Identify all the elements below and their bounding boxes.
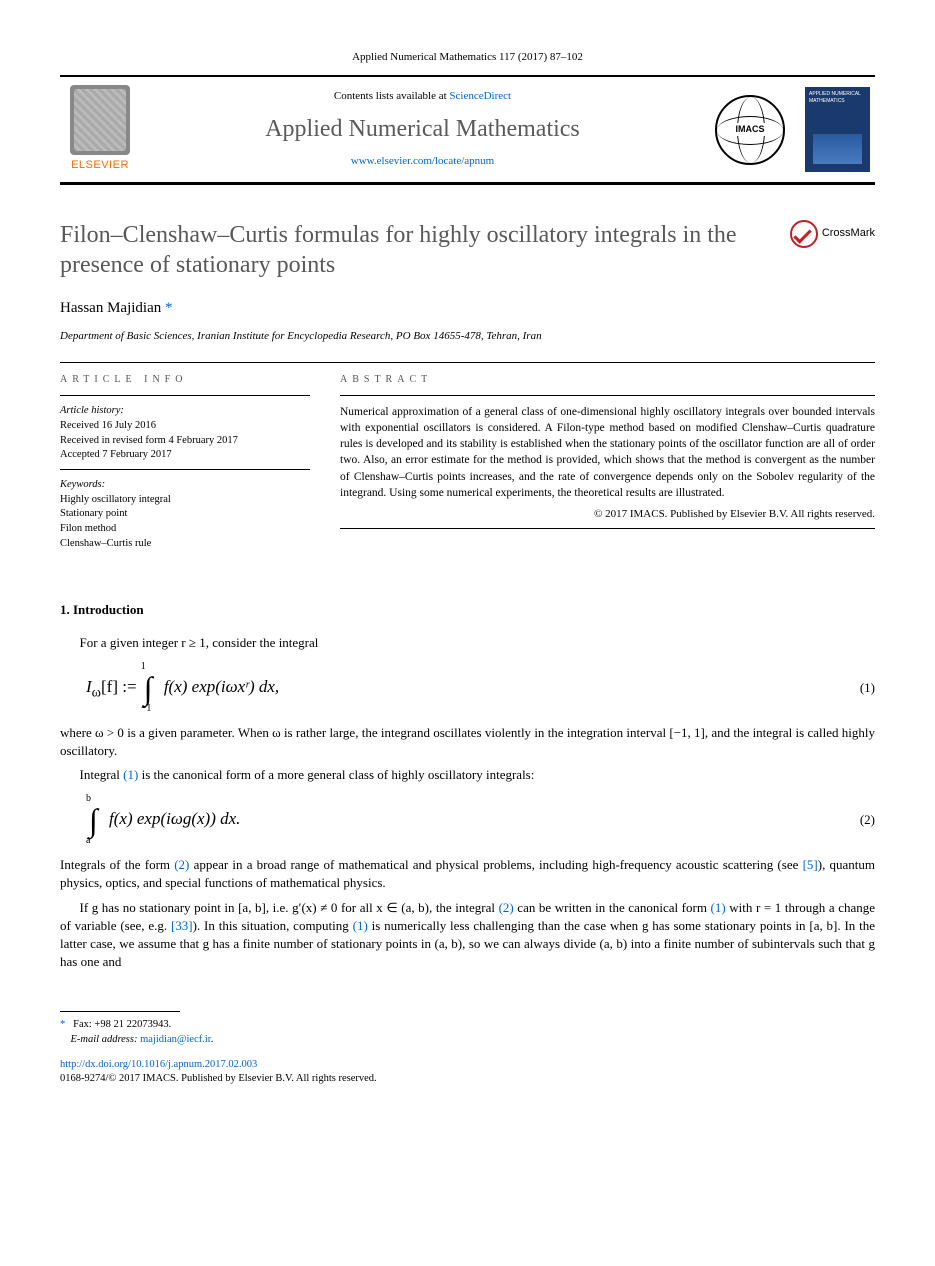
ref-cite-33[interactable]: [33] — [171, 918, 193, 933]
para-3: Integrals of the form (2) appear in a br… — [60, 856, 875, 892]
equation-2-number: (2) — [835, 811, 875, 829]
section-1-heading: 1. Introduction — [60, 601, 875, 619]
contents-prefix: Contents lists available at — [334, 90, 449, 102]
para3-pre: Integrals of the form — [60, 857, 174, 872]
doi-block: http://dx.doi.org/10.1016/j.apnum.2017.0… — [60, 1058, 875, 1087]
eq1-mid: [f] := — [101, 677, 141, 696]
abstract-rule — [340, 395, 875, 396]
abstract-heading: abstract — [340, 373, 875, 387]
integral-icon: ∫ — [144, 672, 153, 704]
article-info-heading: article info — [60, 373, 310, 387]
elsevier-logo-block: ELSEVIER — [60, 85, 140, 173]
footnote-email: E-mail address: majidian@iecf.ir. — [60, 1033, 875, 1048]
article-info-column: article info Article history: Received 1… — [60, 373, 310, 551]
journal-url-link[interactable]: www.elsevier.com/locate/apnum — [351, 155, 494, 167]
para2b-pre: Integral — [80, 767, 124, 782]
footnotes: * Fax: +98 21 22073943. E-mail address: … — [60, 1018, 875, 1047]
history-label: Article history: — [60, 404, 310, 419]
para4-d: ). In this situation, computing — [193, 918, 353, 933]
footnote-separator — [60, 1011, 180, 1012]
email-link[interactable]: majidian@iecf.ir — [140, 1034, 211, 1045]
eq1-int-limits: 1 ∫ −1 — [141, 662, 156, 714]
crossmark-icon — [790, 220, 818, 248]
keyword-item: Stationary point — [60, 507, 310, 522]
footnote-star: * — [60, 1019, 65, 1030]
elsevier-tree-icon — [70, 85, 130, 155]
body-text: For a given integer r ≥ 1, consider the … — [60, 634, 875, 972]
ref-cite-5[interactable]: [5] — [803, 857, 818, 872]
eq2-integrand: f(x) exp(iωg(x)) dx. — [109, 809, 240, 828]
affiliation: Department of Basic Sciences, Iranian In… — [60, 329, 875, 344]
ref-eq2b[interactable]: (2) — [499, 900, 514, 915]
header-citation: Applied Numerical Mathematics 117 (2017)… — [60, 50, 875, 65]
equation-1: Iω[f] := 1 ∫ −1 f(x) exp(iωxʳ) dx, (1) — [86, 662, 875, 714]
abstract-column: abstract Numerical approximation of a ge… — [340, 373, 875, 551]
crossmark-label: CrossMark — [822, 226, 875, 241]
ref-eq1[interactable]: (1) — [123, 767, 138, 782]
equation-1-body: Iω[f] := 1 ∫ −1 f(x) exp(iωxʳ) dx, — [86, 662, 835, 714]
journal-cover-thumbnail: APPLIED NUMERICAL MATHEMATICS — [805, 87, 870, 172]
cover-text: APPLIED NUMERICAL MATHEMATICS — [809, 91, 861, 104]
doi-link[interactable]: http://dx.doi.org/10.1016/j.apnum.2017.0… — [60, 1059, 257, 1070]
para-2a: where ω > 0 is a given parameter. When ω… — [60, 724, 875, 760]
abstract-bottom-rule — [340, 528, 875, 529]
keyword-item: Filon method — [60, 522, 310, 537]
footnote-fax-text: Fax: +98 21 22073943. — [73, 1019, 171, 1030]
history-accepted: Accepted 7 February 2017 — [60, 448, 310, 463]
journal-name: Applied Numerical Mathematics — [150, 113, 695, 147]
para4-a: If g has no stationary point in [a, b], … — [80, 900, 499, 915]
imacs-globe-icon: IMACS — [715, 95, 785, 165]
para-2b: Integral (1) is the canonical form of a … — [60, 766, 875, 784]
info-rule-2 — [60, 469, 310, 470]
equation-2-body: b ∫ a f(x) exp(iωg(x)) dx. — [86, 794, 835, 846]
doi-copyright: 0168-9274/© 2017 IMACS. Published by Els… — [60, 1073, 377, 1084]
para3-mid: appear in a broad range of mathematical … — [189, 857, 802, 872]
sciencedirect-link[interactable]: ScienceDirect — [449, 90, 511, 102]
abstract-copyright: © 2017 IMACS. Published by Elsevier B.V.… — [340, 507, 875, 522]
journal-cover-block: APPLIED NUMERICAL MATHEMATICS — [805, 87, 875, 172]
integral-icon: ∫ — [89, 804, 98, 836]
para-4: If g has no stationary point in [a, b], … — [60, 899, 875, 972]
equation-2: b ∫ a f(x) exp(iωg(x)) dx. (2) — [86, 794, 875, 846]
ref-eq2[interactable]: (2) — [174, 857, 189, 872]
author-name: Hassan Majidian — [60, 300, 161, 316]
elsevier-label: ELSEVIER — [71, 158, 129, 173]
article-title: Filon–Clenshaw–Curtis formulas for highl… — [60, 220, 775, 280]
crossmark-badge[interactable]: CrossMark — [790, 220, 875, 248]
para4-b: can be written in the canonical form — [514, 900, 711, 915]
history-revised: Received in revised form 4 February 2017 — [60, 434, 310, 449]
corresponding-author-marker[interactable]: * — [161, 300, 172, 316]
keywords-label: Keywords: — [60, 478, 310, 493]
imacs-label: IMACS — [734, 123, 767, 136]
keyword-item: Highly oscillatory integral — [60, 493, 310, 508]
authors-line: Hassan Majidian * — [60, 298, 875, 319]
eq1-integrand: f(x) exp(iωxʳ) dx, — [164, 677, 279, 696]
eq2-int-limits: b ∫ a — [86, 794, 101, 846]
ref-eq1b[interactable]: (1) — [711, 900, 726, 915]
eq1-sub: ω — [92, 684, 101, 700]
journal-homepage: www.elsevier.com/locate/apnum — [150, 154, 695, 169]
keyword-item: Clenshaw–Curtis rule — [60, 537, 310, 552]
history-received: Received 16 July 2016 — [60, 419, 310, 434]
ref-eq1c[interactable]: (1) — [353, 918, 368, 933]
masthead: ELSEVIER Contents lists available at Sci… — [60, 77, 875, 184]
footnote-fax: * Fax: +98 21 22073943. — [60, 1018, 875, 1033]
imacs-logo-block: IMACS — [705, 95, 795, 165]
para2b-post: is the canonical form of a more general … — [138, 767, 534, 782]
para-1: For a given integer r ≥ 1, consider the … — [60, 634, 875, 652]
info-top-rule — [60, 362, 875, 363]
equation-1-number: (1) — [835, 679, 875, 697]
info-rule-1 — [60, 395, 310, 396]
contents-line: Contents lists available at ScienceDirec… — [150, 89, 695, 104]
abstract-text: Numerical approximation of a general cla… — [340, 404, 875, 501]
masthead-center: Contents lists available at ScienceDirec… — [150, 89, 695, 169]
email-label: E-mail address: — [71, 1034, 141, 1045]
